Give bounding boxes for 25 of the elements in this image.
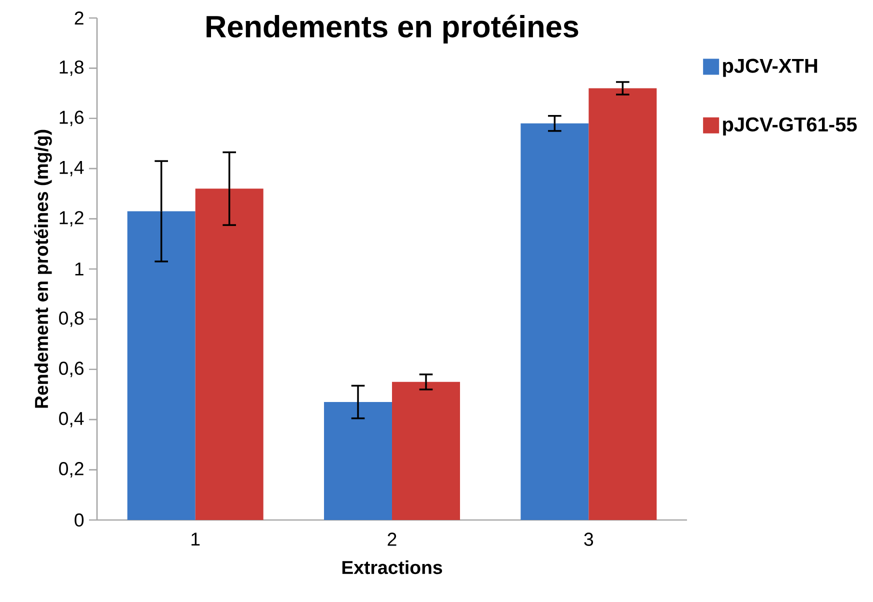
legend-label: pJCV-XTH [723,58,818,77]
y-tick-label: 0,6 [59,362,84,378]
y-tick-label: 0,8 [59,311,84,327]
bar [588,88,657,520]
bar [392,382,460,520]
y-tick-label: 0,2 [59,462,84,478]
y-tick-label: 2 [74,11,84,25]
chart-title: Rendements en protéines [206,14,578,44]
y-tick-label: 1,6 [60,110,84,126]
bar [127,211,196,520]
bar [520,123,589,520]
y-tick-label: 1,4 [60,160,84,176]
x-tick-label: 2 [388,532,396,546]
y-tick-label: 1,2 [60,211,84,226]
bar [324,402,392,520]
x-axis-title: Extractions [342,560,442,574]
y-tick-label: 0,4 [59,412,84,428]
y-tick-label: 1,8 [60,60,84,76]
bar [195,188,264,520]
y-tick-label: 0 [74,513,84,527]
legend-label: pJCV-GT61-55 [723,117,857,136]
y-axis-title: Rendement en protéines (mg/g) [34,130,52,408]
x-tick-label: 1 [192,532,200,546]
x-tick-label: 3 [584,532,594,546]
y-tick-label: 1 [75,262,84,276]
